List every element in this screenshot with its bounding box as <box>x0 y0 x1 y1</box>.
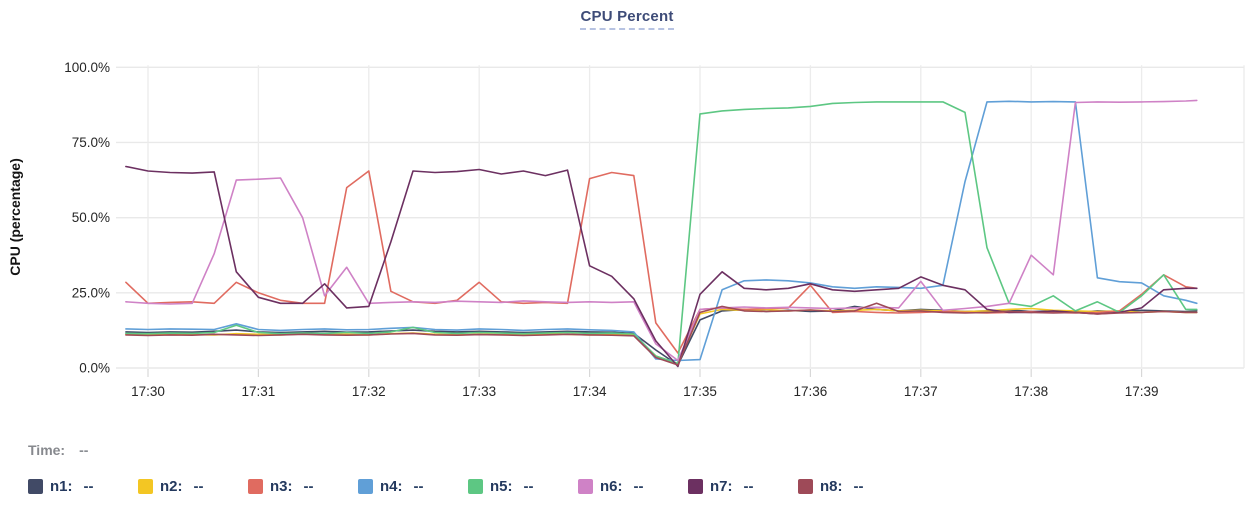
series-line-n5 <box>125 101 1198 365</box>
legend-swatch <box>248 479 263 494</box>
x-axis-tick-label: 17:38 <box>1014 384 1048 399</box>
x-axis-tick-label: 17:30 <box>131 384 165 399</box>
x-axis-tick-label: 17:35 <box>683 384 717 399</box>
x-axis-tick-label: 17:36 <box>794 384 828 399</box>
y-axis-tick-label: 50.0% <box>72 210 110 225</box>
legend-label: n1: <box>50 478 73 495</box>
y-axis-tick-label: 75.0% <box>72 135 110 150</box>
legend-swatch <box>28 479 43 494</box>
legend-item-n5[interactable]: n5: -- <box>468 478 578 495</box>
chart-title[interactable]: CPU Percent <box>580 8 674 30</box>
y-axis-tick-label: 25.0% <box>72 285 110 300</box>
legend-value: -- <box>83 478 94 495</box>
series-line-n6 <box>125 99 1198 362</box>
legend-label: n8: <box>820 478 843 495</box>
chart-legend: n1: -- n2: -- n3: -- n4: -- n5: -- n6: -- n7: -- n8: -- <box>28 478 908 495</box>
legend-value: -- <box>633 478 644 495</box>
x-axis-tick-label: 17:34 <box>573 384 607 399</box>
legend-swatch <box>798 479 813 494</box>
legend-label: n7: <box>710 478 733 495</box>
legend-label: n3: <box>270 478 293 495</box>
legend-value: -- <box>413 478 424 495</box>
legend-value: -- <box>193 478 204 495</box>
legend-value: -- <box>853 478 864 495</box>
legend-value: -- <box>523 478 534 495</box>
cpu-percent-chart[interactable]: 0.0% 25.0% 50.0% 75.0% 100.0% 17:30 17:31 17:32… <box>0 0 1254 412</box>
time-label: Time: <box>28 442 66 458</box>
legend-value: -- <box>743 478 754 495</box>
time-readout: Time: -- <box>28 442 88 458</box>
series-line-n8 <box>125 302 1198 366</box>
series-line-n2 <box>125 307 1198 365</box>
x-axis-tick-label: 17:33 <box>462 384 496 399</box>
legend-label: n5: <box>490 478 513 495</box>
series-line-n4 <box>125 100 1198 362</box>
legend-swatch <box>358 479 373 494</box>
legend-label: n4: <box>380 478 403 495</box>
legend-item-n7[interactable]: n7: -- <box>688 478 798 495</box>
x-axis-tick-label: 17:31 <box>242 384 276 399</box>
x-axis-tick-label: 17:32 <box>352 384 386 399</box>
legend-item-n4[interactable]: n4: -- <box>358 478 468 495</box>
legend-label: n2: <box>160 478 183 495</box>
chart-header: CPU Percent <box>0 8 1254 30</box>
series-line-n3 <box>125 170 1198 354</box>
x-axis-tick-label: 17:37 <box>904 384 938 399</box>
y-axis-tick-label: 0.0% <box>79 361 110 376</box>
legend-swatch <box>138 479 153 494</box>
series-line-n7 <box>125 165 1198 368</box>
legend-item-n1[interactable]: n1: -- <box>28 478 138 495</box>
y-axis-title: CPU (percentage) <box>7 158 23 275</box>
x-axis-tick-label: 17:39 <box>1125 384 1159 399</box>
time-value: -- <box>79 442 89 458</box>
legend-value: -- <box>303 478 314 495</box>
legend-item-n2[interactable]: n2: -- <box>138 478 248 495</box>
legend-label: n6: <box>600 478 623 495</box>
legend-item-n6[interactable]: n6: -- <box>578 478 688 495</box>
series-line-n1 <box>125 305 1198 366</box>
legend-swatch <box>688 479 703 494</box>
legend-swatch <box>578 479 593 494</box>
legend-item-n3[interactable]: n3: -- <box>248 478 358 495</box>
legend-item-n8[interactable]: n8: -- <box>798 478 908 495</box>
y-axis-tick-label: 100.0% <box>64 60 110 75</box>
legend-swatch <box>468 479 483 494</box>
